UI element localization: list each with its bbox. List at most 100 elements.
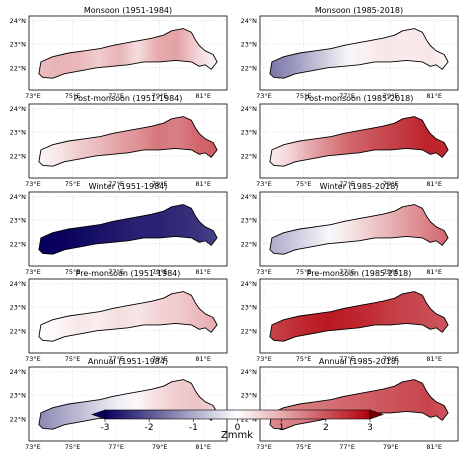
lat-tick-label: 23°N	[241, 304, 258, 312]
lat-tick-label: 23°N	[241, 41, 258, 49]
lat-tick-label: 23°N	[10, 129, 27, 137]
lat-tick-label: 24°N	[241, 105, 258, 113]
colorbar-extend-high	[369, 409, 384, 420]
lon-tick-label: 79°E	[383, 443, 399, 451]
map-panel: Winter (1951-1984) 24°N 23°N 22°N 73°E 75°E 77…	[10, 182, 228, 276]
lon-tick-label: 77°E	[108, 92, 124, 100]
lon-tick-label: 77°E	[339, 92, 355, 100]
lat-tick-label: 23°N	[10, 304, 27, 312]
lon-tick-label: 77°E	[339, 180, 355, 188]
lon-tick-label: 77°E	[108, 268, 124, 276]
lat-tick-label: 22°N	[10, 240, 27, 248]
lon-tick-label: 75°E	[296, 268, 312, 276]
lon-tick-label: 77°E	[339, 355, 355, 363]
panel-title: Pre-monsoon (1985-2018)	[307, 269, 412, 278]
lat-tick-label: 23°N	[241, 217, 258, 225]
colorbar-tick-label: 3	[367, 423, 373, 433]
lon-tick-label: 73°E	[256, 443, 272, 451]
lon-tick-label: 79°E	[152, 355, 168, 363]
lon-tick-label: 77°E	[108, 180, 124, 188]
panel-title: Post-monsoon (1951-1984)	[74, 94, 183, 103]
lon-tick-label: 77°E	[339, 443, 355, 451]
colorbar-tick-label: -1	[189, 423, 198, 433]
map-panel: Post-monsoon (1951-1984) 24°N 23°N 22°N 73°E…	[10, 94, 228, 188]
lat-tick-label: 23°N	[241, 129, 258, 137]
panel-title: Pre-monsoon (1951-1984)	[76, 269, 181, 278]
lat-tick-label: 24°N	[241, 193, 258, 201]
lat-tick-label: 24°N	[10, 105, 27, 113]
lon-tick-label: 73°E	[256, 92, 272, 100]
lat-tick-label: 22°N	[10, 64, 27, 72]
colorbar-tick-label: -3	[101, 423, 110, 433]
lat-tick-label: 22°N	[10, 327, 27, 335]
lat-tick-label: 22°N	[10, 152, 27, 160]
lat-tick-label: 22°N	[241, 327, 258, 335]
colorbar-ticks: -3 -2 -1 0 1 2 3	[101, 419, 373, 433]
map-panel: Annual (1951-1984) 24°N 23°N 22°N 73°E 75°E 77…	[10, 357, 228, 451]
lon-tick-label: 73°E	[25, 443, 41, 451]
panel-title: Annual (1951-1984)	[88, 357, 168, 366]
basin-shape	[269, 204, 449, 255]
colorbar-label: Zmmk	[221, 430, 253, 441]
lat-tick-label: 22°N	[10, 415, 27, 423]
panel-title: Monsoon (1985-2018)	[315, 6, 403, 15]
lon-tick-label: 73°E	[25, 268, 41, 276]
lon-tick-label: 75°E	[65, 180, 81, 188]
colorbar-gradient	[104, 409, 371, 420]
lon-tick-label: 75°E	[296, 92, 312, 100]
lon-tick-label: 75°E	[65, 355, 81, 363]
lon-tick-label: 79°E	[152, 443, 168, 451]
lon-tick-label: 73°E	[256, 268, 272, 276]
lon-tick-label: 75°E	[65, 92, 81, 100]
colorbar-tick-label: 0	[235, 423, 241, 433]
colorbar-tick-label: 2	[323, 423, 329, 433]
lon-tick-label: 79°E	[383, 355, 399, 363]
basin-shape	[38, 116, 218, 167]
lon-tick-label: 73°E	[25, 355, 41, 363]
lon-tick-label: 81°E	[195, 180, 211, 188]
lat-tick-label: 24°N	[241, 17, 258, 25]
map-panel: Monsoon (1951-1984) 24°N 23°N 22°N 73°E 75°E 7…	[10, 6, 228, 100]
lon-tick-label: 81°E	[426, 180, 442, 188]
basin-shape	[38, 291, 218, 342]
map-panels: Monsoon (1951-1984) 24°N 23°N 22°N 73°E 75°E 7…	[10, 6, 459, 451]
basin-shape	[269, 291, 449, 342]
lat-tick-label: 22°N	[241, 64, 258, 72]
lon-tick-label: 79°E	[383, 268, 399, 276]
lon-tick-label: 75°E	[65, 443, 81, 451]
lon-tick-label: 75°E	[65, 268, 81, 276]
basin-shape	[269, 116, 449, 167]
panel-title: Winter (1951-1984)	[89, 182, 168, 191]
lon-tick-label: 79°E	[383, 180, 399, 188]
lon-tick-label: 81°E	[195, 355, 211, 363]
lat-tick-label: 24°N	[241, 368, 258, 376]
lon-tick-label: 81°E	[426, 443, 442, 451]
lon-tick-label: 81°E	[426, 355, 442, 363]
basin-shape	[269, 28, 449, 79]
lat-tick-label: 24°N	[10, 17, 27, 25]
lon-tick-label: 77°E	[108, 443, 124, 451]
lon-tick-label: 81°E	[195, 268, 211, 276]
lat-tick-label: 24°N	[10, 368, 27, 376]
basin-shape	[38, 28, 218, 79]
map-panel: Monsoon (1985-2018) 24°N 23°N 22°N 73°E 75°E 7…	[241, 6, 459, 100]
lon-tick-label: 79°E	[152, 92, 168, 100]
lon-tick-label: 73°E	[256, 355, 272, 363]
lat-tick-label: 24°N	[10, 193, 27, 201]
lat-tick-label: 24°N	[241, 280, 258, 288]
lon-tick-label: 79°E	[383, 92, 399, 100]
colorbar-tick-label: -2	[145, 423, 154, 433]
lon-tick-label: 77°E	[339, 268, 355, 276]
lat-tick-label: 22°N	[241, 152, 258, 160]
map-panel: Pre-monsoon (1951-1984) 24°N 23°N 22°N 73°E 7…	[10, 269, 228, 363]
lon-tick-label: 73°E	[25, 180, 41, 188]
lat-tick-label: 23°N	[241, 392, 258, 400]
lon-tick-label: 75°E	[296, 180, 312, 188]
lon-tick-label: 79°E	[152, 268, 168, 276]
map-panel: Winter (1985-2018) 24°N 23°N 22°N 73°E 75°E 77…	[241, 182, 459, 276]
map-panel: Annual (1985-2018)24°N23°N22°N73°E75°E77…	[241, 357, 459, 451]
colorbar-extend-low	[91, 409, 106, 420]
map-panel: Pre-monsoon (1985-2018) 24°N 23°N 22°N 73°E 7…	[241, 269, 459, 363]
lon-tick-label: 81°E	[426, 268, 442, 276]
lon-tick-label: 73°E	[256, 180, 272, 188]
